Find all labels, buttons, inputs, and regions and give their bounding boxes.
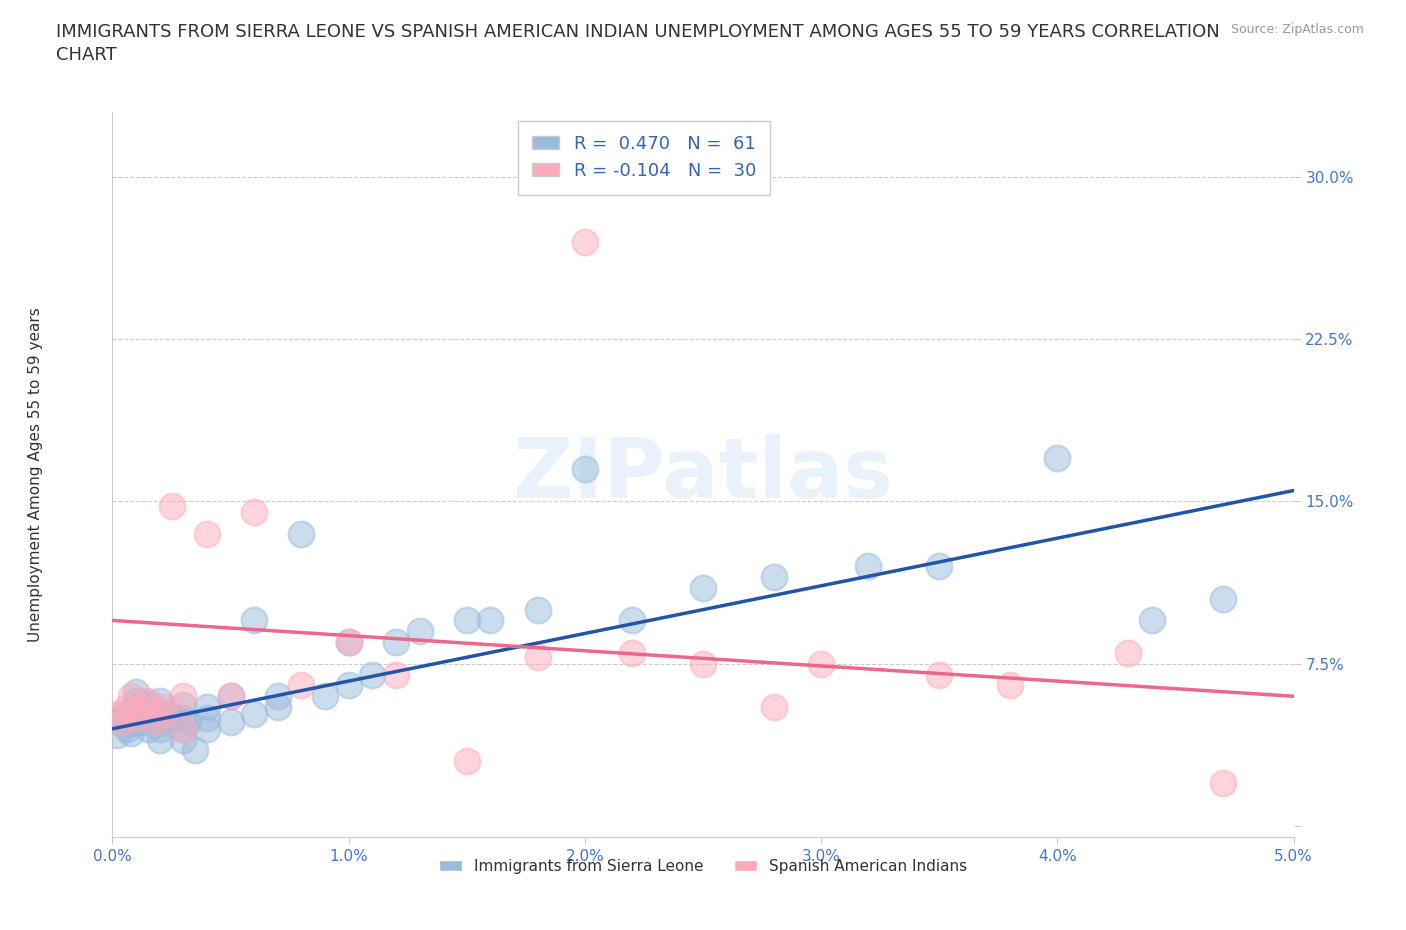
Point <box>1140 613 1163 628</box>
Point <box>219 689 242 704</box>
Point <box>1046 451 1069 466</box>
Point <box>105 706 128 721</box>
Point <box>574 234 596 249</box>
Point <box>153 699 176 714</box>
Point <box>998 678 1021 693</box>
Point <box>361 667 384 682</box>
Point <box>146 704 169 719</box>
Point <box>105 728 128 743</box>
Point <box>149 732 172 747</box>
Point <box>219 689 242 704</box>
Point <box>621 645 644 660</box>
Point <box>290 678 312 693</box>
Point <box>125 699 148 714</box>
Point <box>267 699 290 714</box>
Point <box>243 613 266 628</box>
Point <box>172 698 194 712</box>
Point <box>129 699 152 714</box>
Point <box>125 693 148 708</box>
Point <box>810 657 832 671</box>
Point <box>172 689 194 704</box>
Point <box>456 754 478 769</box>
Point <box>157 706 180 721</box>
Point <box>108 715 131 730</box>
Point <box>479 613 502 628</box>
Point <box>928 667 950 682</box>
Point <box>142 715 165 730</box>
Point <box>290 526 312 541</box>
Point <box>219 715 242 730</box>
Point <box>136 722 159 737</box>
Point <box>337 634 360 649</box>
Point <box>858 559 880 574</box>
Text: IMMIGRANTS FROM SIERRA LEONE VS SPANISH AMERICAN INDIAN UNEMPLOYMENT AMONG AGES : IMMIGRANTS FROM SIERRA LEONE VS SPANISH … <box>56 23 1220 41</box>
Y-axis label: Unemployment Among Ages 55 to 59 years: Unemployment Among Ages 55 to 59 years <box>28 307 44 642</box>
Point <box>115 699 138 714</box>
Point <box>408 624 430 639</box>
Point <box>172 711 194 725</box>
Point <box>692 657 714 671</box>
Point <box>172 722 194 737</box>
Point <box>928 559 950 574</box>
Point <box>135 696 157 711</box>
Point <box>1212 591 1234 606</box>
Point <box>172 732 194 747</box>
Point <box>621 613 644 628</box>
Point <box>762 699 785 714</box>
Point <box>129 715 152 730</box>
Point <box>195 699 218 714</box>
Point <box>1116 645 1139 660</box>
Point <box>195 711 218 725</box>
Point <box>574 461 596 476</box>
Point <box>153 715 176 730</box>
Point <box>115 722 138 737</box>
Point <box>125 711 148 725</box>
Point <box>195 526 218 541</box>
Point <box>163 711 186 725</box>
Point <box>125 684 148 699</box>
Text: CHART: CHART <box>56 46 117 64</box>
Point <box>160 498 183 513</box>
Point <box>243 505 266 520</box>
Point <box>139 706 162 721</box>
Point <box>526 650 548 665</box>
Point <box>456 613 478 628</box>
Point <box>172 722 194 737</box>
Point <box>118 717 141 732</box>
Point <box>132 704 155 719</box>
Point <box>314 689 336 704</box>
Point <box>385 667 408 682</box>
Point <box>125 711 148 725</box>
Point <box>177 715 200 730</box>
Point <box>120 725 142 740</box>
Point <box>111 715 134 730</box>
Text: Source: ZipAtlas.com: Source: ZipAtlas.com <box>1230 23 1364 36</box>
Point <box>149 722 172 737</box>
Point <box>267 689 290 704</box>
Point <box>337 634 360 649</box>
Point <box>692 580 714 595</box>
Point <box>136 693 159 708</box>
Point <box>195 722 218 737</box>
Point <box>120 689 142 704</box>
Point <box>184 743 207 758</box>
Point <box>143 711 166 725</box>
Point <box>337 678 360 693</box>
Point <box>112 706 135 721</box>
Point <box>526 603 548 618</box>
Point <box>149 711 172 725</box>
Point <box>385 634 408 649</box>
Point <box>122 711 145 725</box>
Text: ZIPatlas: ZIPatlas <box>513 433 893 515</box>
Point <box>149 706 172 721</box>
Point <box>111 711 134 725</box>
Point <box>243 706 266 721</box>
Point <box>1212 776 1234 790</box>
Legend: Immigrants from Sierra Leone, Spanish American Indians: Immigrants from Sierra Leone, Spanish Am… <box>433 853 973 880</box>
Point <box>143 715 166 730</box>
Point <box>149 693 172 708</box>
Point <box>762 570 785 585</box>
